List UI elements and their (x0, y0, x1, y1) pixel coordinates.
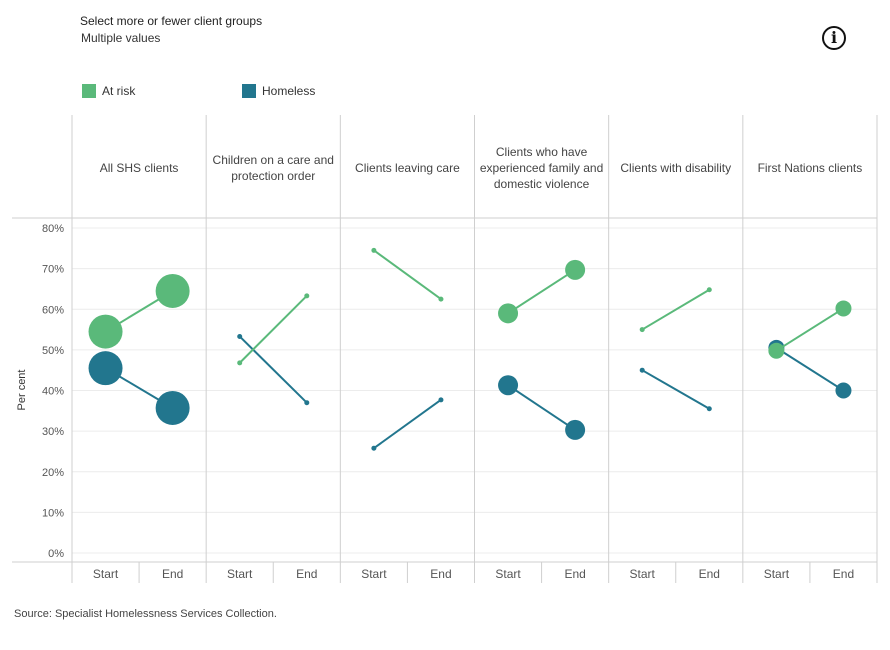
panel-title-line: experienced family and (480, 161, 603, 175)
data-point-at-risk-start (237, 360, 243, 366)
y-axis-title: Per cent (16, 370, 28, 411)
data-point-at-risk-end (565, 259, 586, 280)
panel-title: First Nations clients (758, 161, 863, 175)
x-tick-label: Start (495, 567, 521, 581)
legend-item-homeless[interactable]: Homeless (242, 84, 315, 98)
data-point-homeless-end (706, 406, 712, 412)
panel-title-line: protection order (231, 169, 315, 183)
data-point-homeless-start (371, 445, 377, 451)
filter-value[interactable]: Multiple values (81, 31, 161, 45)
panel-title: Clients who have experienced family and do… (480, 145, 603, 191)
series-line-homeless (641, 369, 710, 410)
data-point-at-risk-start (498, 303, 519, 324)
data-point-homeless-start (237, 333, 243, 339)
y-tick-label: 0% (48, 548, 64, 560)
legend-swatch-homeless (242, 84, 256, 98)
y-tick-label: 30% (42, 426, 64, 438)
y-tick-label: 40% (42, 386, 64, 398)
x-tick-label: End (833, 567, 854, 581)
panel-title-line: domestic violence (494, 177, 590, 191)
legend: At risk Homeless (82, 84, 315, 98)
panel-title-line: First Nations clients (758, 161, 863, 175)
x-tick-label: Start (361, 567, 387, 581)
info-icon[interactable]: i (822, 26, 846, 50)
x-tick-label: End (296, 567, 317, 581)
y-tick-label: 10% (42, 507, 64, 519)
data-point-homeless-start (498, 375, 519, 396)
data-point-at-risk-end (438, 296, 444, 302)
series-line-at-risk (775, 307, 844, 352)
legend-item-at-risk[interactable]: At risk (82, 84, 242, 98)
data-point-at-risk-start (371, 247, 377, 253)
y-tick-label: 50% (42, 345, 64, 357)
data-point-homeless-end (835, 382, 852, 399)
data-point-at-risk-start (639, 327, 645, 333)
source-note: Source: Specialist Homelessness Services… (14, 608, 277, 620)
panel-title-line: Clients who have (496, 145, 588, 159)
x-tick-label: Start (630, 567, 656, 581)
series-line-at-risk (641, 288, 710, 331)
data-point-homeless-end (304, 400, 310, 406)
x-tick-label: Start (93, 567, 119, 581)
panel-title: Clients leaving care (355, 161, 460, 175)
series-line-at-risk (373, 249, 442, 300)
data-point-at-risk-end (706, 287, 712, 293)
series-line-at-risk (239, 295, 308, 364)
data-point-homeless-start (639, 367, 645, 373)
panel-title: Children on a care and protection order (213, 153, 334, 183)
series-line-homeless (775, 346, 844, 392)
data-point-at-risk-end (835, 300, 852, 317)
series-line-homeless (373, 399, 442, 449)
client-group-filter[interactable]: Select more or fewer client groups Multi… (80, 14, 262, 45)
data-point-homeless-start (88, 351, 123, 386)
y-tick-label: 70% (42, 264, 64, 276)
data-point-homeless-end (438, 397, 444, 403)
panel-title-line: Clients leaving care (355, 161, 460, 175)
legend-label-homeless: Homeless (262, 84, 316, 98)
legend-label-at-risk: At risk (102, 84, 136, 98)
x-tick-label: Start (764, 567, 790, 581)
series-line-at-risk (507, 269, 576, 315)
x-tick-label: End (430, 567, 451, 581)
panel-title: All SHS clients (100, 161, 179, 175)
x-tick-label: Start (227, 567, 253, 581)
x-tick-label: End (564, 567, 585, 581)
y-tick-label: 60% (42, 304, 64, 316)
y-tick-label: 20% (42, 467, 64, 479)
y-tick-label: 80% (42, 223, 64, 235)
x-tick-label: End (699, 567, 720, 581)
panel-title: Clients with disability (620, 161, 731, 175)
data-point-at-risk-start (768, 342, 785, 359)
data-point-homeless-end (565, 419, 586, 440)
filter-title: Select more or fewer client groups (80, 14, 263, 28)
data-point-homeless-end (155, 390, 190, 425)
series-line-homeless (507, 384, 576, 431)
panel-title-line: All SHS clients (100, 161, 179, 175)
series-line-homeless (239, 335, 308, 404)
data-point-at-risk-start (88, 314, 123, 349)
legend-swatch-at-risk (82, 84, 96, 98)
panel-title-line: Clients with disability (620, 161, 731, 175)
data-point-at-risk-end (155, 273, 190, 308)
panel-title-line: Children on a care and (213, 153, 334, 167)
data-point-at-risk-end (304, 293, 310, 299)
x-tick-label: End (162, 567, 183, 581)
